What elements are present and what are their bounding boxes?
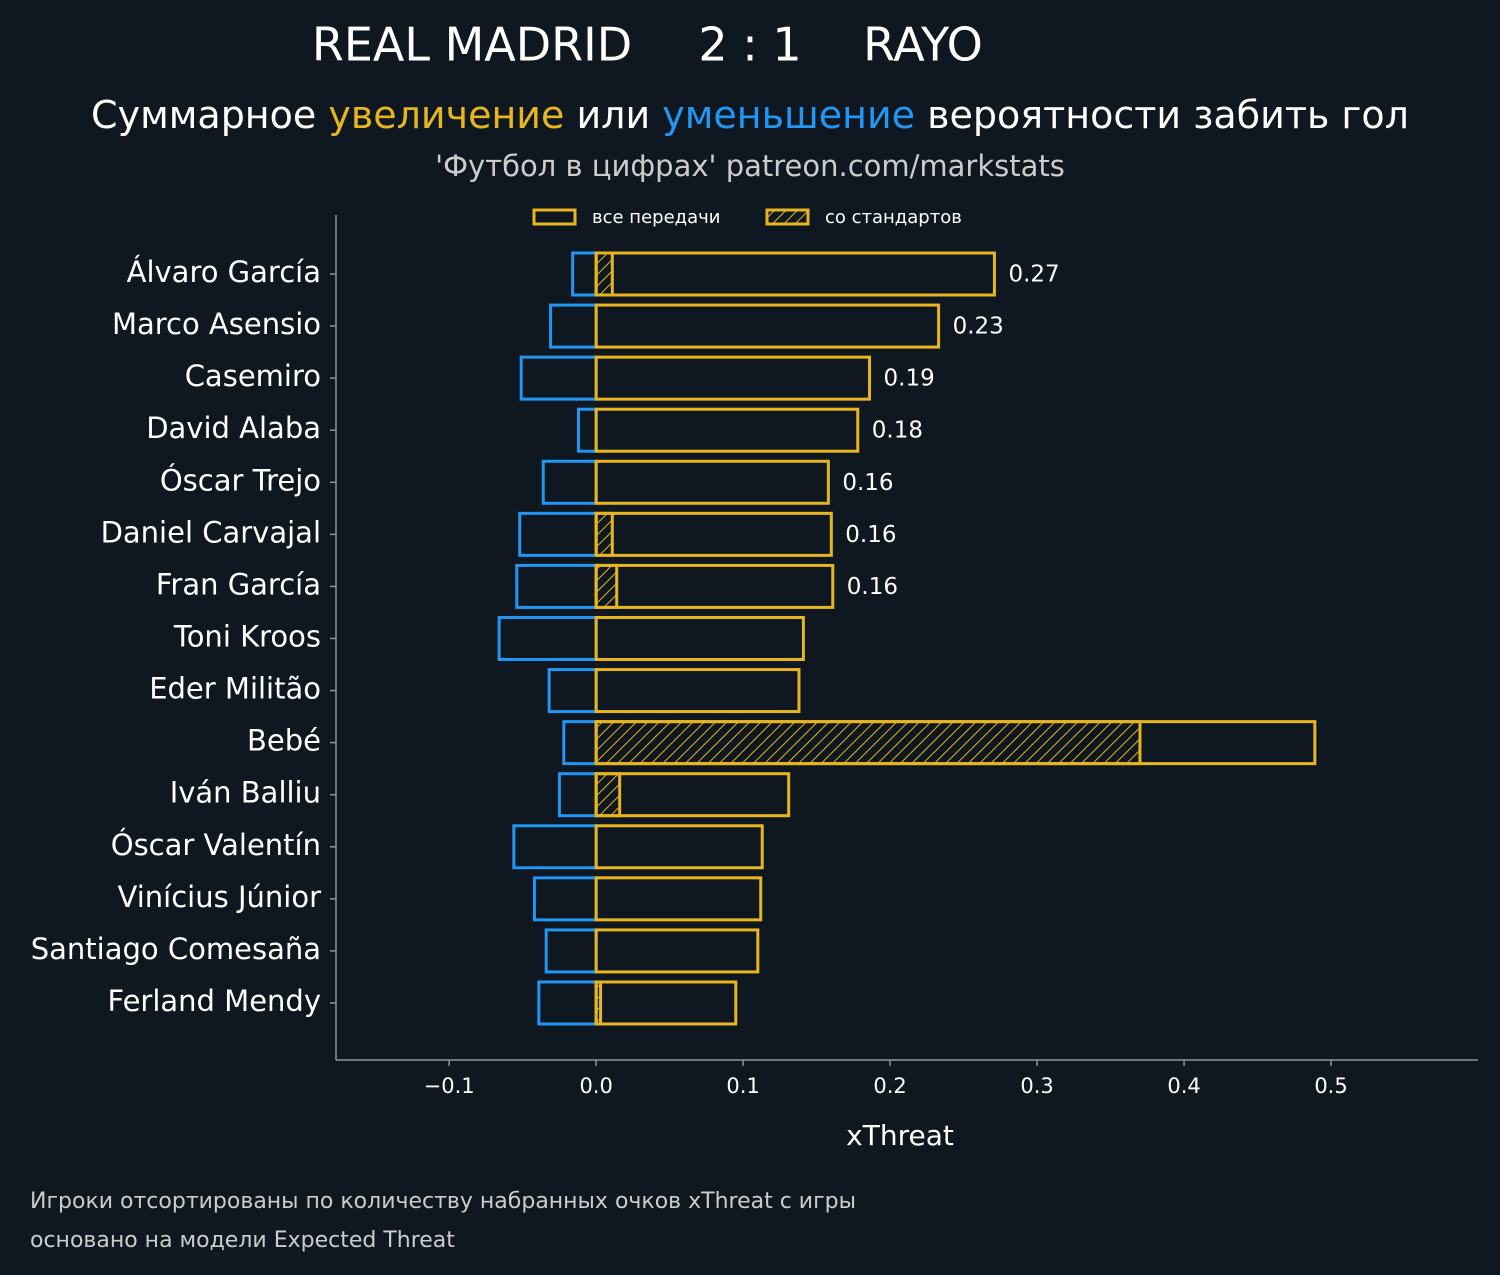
y-tick-label: Óscar Valentín	[111, 828, 321, 862]
subtitle-part: вероятности забить гол	[915, 93, 1409, 137]
bar	[594, 668, 801, 714]
x-tick-label: −0.1	[424, 1074, 475, 1098]
source: 'Футбол в цифрах' patreon.com/markstats	[435, 149, 1065, 183]
away-team: RAYO	[863, 18, 983, 72]
legend-swatch	[765, 208, 810, 226]
x-axis-label: xThreat	[846, 1119, 954, 1152]
y-tick-label: Álvaro García	[127, 255, 321, 289]
y-tick-label: Daniel Carvajal	[101, 515, 321, 549]
x-tick-label: 0.4	[1167, 1074, 1200, 1098]
footnote: основано на модели Expected Threat	[30, 1228, 455, 1253]
subtitle-part: увеличение	[328, 93, 564, 137]
bar	[594, 720, 1142, 766]
x-tick-label: 0.1	[726, 1074, 759, 1098]
x-tick-label: 0.3	[1020, 1074, 1053, 1098]
subtitle-part: Суммарное	[91, 93, 328, 137]
value-label: 0.16	[842, 470, 893, 496]
legend-swatch	[532, 208, 577, 226]
y-tick-label: Eder Militão	[149, 672, 321, 706]
value-label: 0.16	[847, 574, 898, 600]
value-label: 0.19	[884, 366, 935, 392]
value-label: 0.23	[953, 314, 1004, 340]
y-tick-label: Ferland Mendy	[107, 984, 321, 1018]
value-label: 0.27	[1008, 262, 1059, 288]
bar	[594, 303, 941, 349]
bar	[594, 407, 860, 453]
footnote: Игроки отсортированы по количеству набра…	[30, 1189, 856, 1214]
x-tick-label: 0.2	[873, 1074, 906, 1098]
y-tick-label: Fran García	[156, 567, 321, 601]
y-tick-label: Iván Balliu	[170, 776, 321, 810]
y-tick-label: Casemiro	[185, 359, 321, 393]
bar	[594, 876, 763, 922]
legend-label: все передачи	[592, 207, 720, 228]
y-tick-label: Marco Asensio	[112, 307, 321, 341]
y-tick-label: David Alaba	[146, 411, 321, 445]
bar	[594, 459, 830, 505]
bar	[594, 563, 619, 609]
subtitle-part: или	[564, 93, 662, 137]
subtitle: Суммарное увеличение или уменьшение веро…	[91, 93, 1409, 137]
value-label: 0.18	[872, 418, 923, 444]
y-tick-label: Bebé	[247, 724, 321, 758]
y-tick-label: Toni Kroos	[173, 619, 321, 653]
bar	[594, 615, 805, 661]
y-tick-label: Óscar Trejo	[160, 463, 321, 497]
subtitle-part: уменьшение	[662, 93, 915, 137]
bar	[594, 772, 622, 818]
value-label: 0.16	[845, 522, 896, 548]
bar	[594, 928, 760, 974]
bar	[594, 824, 764, 870]
bar	[594, 251, 614, 297]
y-tick-label: Vinícius Júnior	[118, 880, 322, 914]
score: 2 : 1	[698, 18, 801, 72]
bar	[594, 355, 872, 401]
y-tick-label: Santiago Comesaña	[31, 932, 321, 966]
legend-label: со стандартов	[825, 207, 962, 228]
home-team: REAL MADRID	[312, 18, 632, 72]
bar	[594, 511, 614, 557]
x-tick-label: 0.0	[579, 1074, 612, 1098]
x-tick-label: 0.5	[1314, 1074, 1347, 1098]
bar	[594, 980, 603, 1026]
